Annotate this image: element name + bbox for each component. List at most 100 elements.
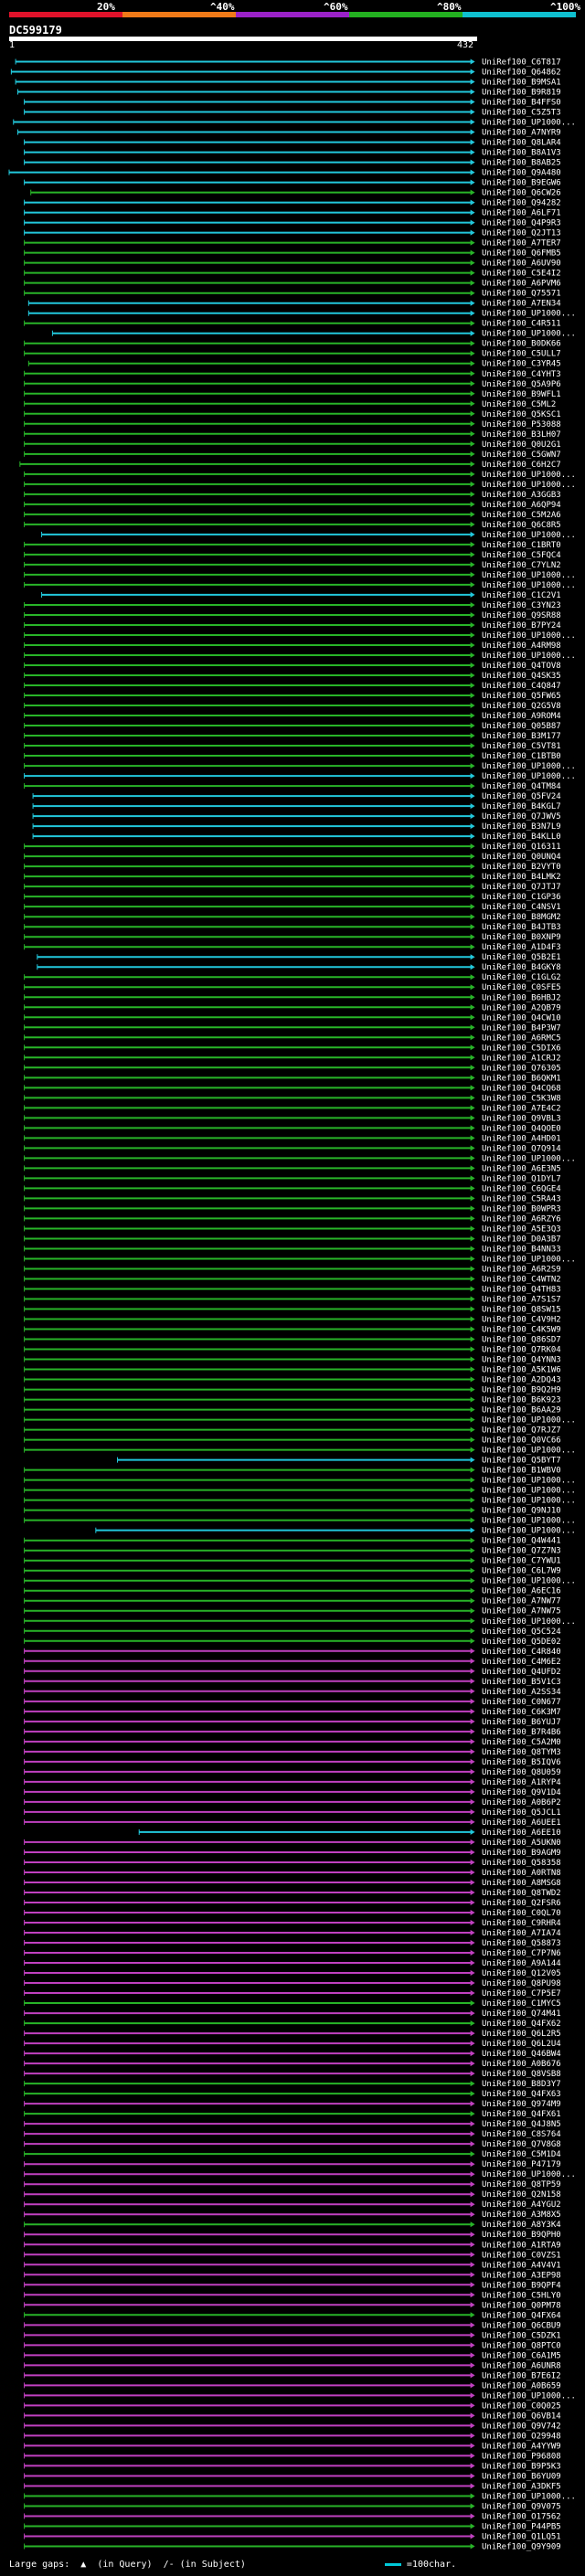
hit-label[interactable]: UniRef100_B7PY24 bbox=[482, 621, 561, 631]
hit-label[interactable]: UniRef100_Q6CBU9 bbox=[482, 2321, 561, 2330]
hit-label[interactable]: UniRef100_A3DKF5 bbox=[482, 2482, 561, 2491]
hit-label[interactable]: UniRef100_UP1000... bbox=[482, 119, 576, 128]
hit-label[interactable]: UniRef100_Q7Q914 bbox=[482, 1144, 561, 1153]
hit-label[interactable]: UniRef100_Q5DE02 bbox=[482, 1638, 561, 1647]
hit-label[interactable]: UniRef100_C4WTN2 bbox=[482, 1275, 561, 1284]
hit-label[interactable]: UniRef100_A5UKN0 bbox=[482, 1839, 561, 1848]
hit-label[interactable]: UniRef100_A6RZY6 bbox=[482, 1214, 561, 1224]
hit-label[interactable]: UniRef100_A7TER7 bbox=[482, 239, 561, 249]
hit-label[interactable]: UniRef100_Q8U059 bbox=[482, 1768, 561, 1777]
hit-label[interactable]: UniRef100_C5DIX6 bbox=[482, 1044, 561, 1053]
hit-label[interactable]: UniRef100_A7NYR9 bbox=[482, 129, 561, 138]
hit-label[interactable]: UniRef100_UP1000... bbox=[482, 531, 576, 540]
hit-label[interactable]: UniRef100_B4LMK2 bbox=[482, 873, 561, 882]
hit-label[interactable]: UniRef100_C6L7W9 bbox=[482, 1567, 561, 1576]
hit-label[interactable]: UniRef100_C0SFE5 bbox=[482, 983, 561, 992]
hit-label[interactable]: UniRef100_Q5B2E1 bbox=[482, 953, 561, 962]
hit-label[interactable]: UniRef100_P47179 bbox=[482, 2160, 561, 2169]
hit-label[interactable]: UniRef100_UP1000... bbox=[482, 2391, 576, 2401]
hit-label[interactable]: UniRef100_B6HBJ2 bbox=[482, 993, 561, 1002]
hit-label[interactable]: UniRef100_Q9Y909 bbox=[482, 2542, 561, 2551]
hit-label[interactable]: UniRef100_Q05B87 bbox=[482, 722, 561, 731]
hit-label[interactable]: UniRef100_B0DK66 bbox=[482, 340, 561, 349]
hit-label[interactable]: UniRef100_A3M8X5 bbox=[482, 2210, 561, 2220]
hit-label[interactable]: UniRef100_A6RMC5 bbox=[482, 1034, 561, 1043]
hit-label[interactable]: UniRef100_Q75571 bbox=[482, 290, 561, 299]
hit-label[interactable]: UniRef100_B6QKM1 bbox=[482, 1074, 561, 1083]
hit-label[interactable]: UniRef100_C0VZS1 bbox=[482, 2251, 561, 2260]
hit-label[interactable]: UniRef100_A9A144 bbox=[482, 1959, 561, 1968]
hit-label[interactable]: UniRef100_C5HLY0 bbox=[482, 2291, 561, 2300]
hit-label[interactable]: UniRef100_Q7JTJ7 bbox=[482, 883, 561, 892]
hit-label[interactable]: UniRef100_A6UNR8 bbox=[482, 2361, 561, 2370]
hit-label[interactable]: UniRef100_UP1000... bbox=[482, 571, 576, 580]
hit-label[interactable]: UniRef100_Q4TH83 bbox=[482, 1285, 561, 1294]
hit-label[interactable]: UniRef100_Q46BW4 bbox=[482, 2050, 561, 2059]
hit-label[interactable]: UniRef100_A6EC16 bbox=[482, 1587, 561, 1596]
hit-label[interactable]: UniRef100_Q2G5V8 bbox=[482, 702, 561, 711]
hit-label[interactable]: UniRef100_D0A3B7 bbox=[482, 1235, 561, 1244]
hit-label[interactable]: UniRef100_B7E6I2 bbox=[482, 2371, 561, 2380]
hit-label[interactable]: UniRef100_A6R2S9 bbox=[482, 1265, 561, 1274]
hit-label[interactable]: UniRef100_C7YLN2 bbox=[482, 561, 561, 570]
hit-label[interactable]: UniRef100_A6QP94 bbox=[482, 501, 561, 510]
hit-label[interactable]: UniRef100_C5VT81 bbox=[482, 742, 561, 751]
hit-label[interactable]: UniRef100_C5A2M0 bbox=[482, 1738, 561, 1747]
hit-label[interactable]: UniRef100_Q9A480 bbox=[482, 169, 561, 178]
hit-label[interactable]: UniRef100_B9QPH0 bbox=[482, 2231, 561, 2240]
hit-label[interactable]: UniRef100_Q5JCL1 bbox=[482, 1808, 561, 1818]
hit-label[interactable]: UniRef100_Q8PTC0 bbox=[482, 2341, 561, 2350]
hit-label[interactable]: UniRef100_A6PVM6 bbox=[482, 280, 561, 289]
hit-label[interactable]: UniRef100_A3GGB3 bbox=[482, 491, 561, 500]
hit-label[interactable]: UniRef100_C7YWU1 bbox=[482, 1557, 561, 1566]
hit-label[interactable]: UniRef100_Q58358 bbox=[482, 1859, 561, 1868]
hit-label[interactable]: UniRef100_A2SS34 bbox=[482, 1688, 561, 1697]
hit-label[interactable]: UniRef100_Q974M9 bbox=[482, 2100, 561, 2109]
hit-label[interactable]: UniRef100_A1RYP4 bbox=[482, 1778, 561, 1787]
hit-label[interactable]: UniRef100_Q7JWV5 bbox=[482, 812, 561, 822]
hit-label[interactable]: UniRef100_C1BTB0 bbox=[482, 752, 561, 761]
hit-label[interactable]: UniRef100_B4JTB3 bbox=[482, 923, 561, 932]
hit-label[interactable]: UniRef100_Q9V075 bbox=[482, 2502, 561, 2511]
hit-label[interactable]: UniRef100_Q5A9P6 bbox=[482, 380, 561, 389]
hit-label[interactable]: UniRef100_B1WBV0 bbox=[482, 1467, 561, 1476]
hit-label[interactable]: UniRef100_A1D4F3 bbox=[482, 943, 561, 952]
hit-label[interactable]: UniRef100_Q5FV24 bbox=[482, 792, 561, 801]
hit-label[interactable]: UniRef100_Q8SW15 bbox=[482, 1306, 561, 1315]
hit-label[interactable]: UniRef100_Q5C524 bbox=[482, 1627, 561, 1637]
hit-label[interactable]: UniRef100_Q4FX63 bbox=[482, 2090, 561, 2099]
hit-label[interactable]: UniRef100_Q7RK04 bbox=[482, 1346, 561, 1355]
hit-label[interactable]: UniRef100_C1GP36 bbox=[482, 893, 561, 902]
hit-label[interactable]: UniRef100_UP1000... bbox=[482, 1517, 576, 1526]
hit-label[interactable]: UniRef100_Q4FX62 bbox=[482, 2019, 561, 2029]
hit-label[interactable]: UniRef100_Q4FX61 bbox=[482, 2110, 561, 2119]
hit-label[interactable]: UniRef100_P44PB5 bbox=[482, 2522, 561, 2531]
hit-label[interactable]: UniRef100_Q4UFD2 bbox=[482, 1668, 561, 1677]
hit-label[interactable]: UniRef100_Q9V1D4 bbox=[482, 1788, 561, 1797]
hit-label[interactable]: UniRef100_A8MSG8 bbox=[482, 1879, 561, 1888]
hit-label[interactable]: UniRef100_B4GKY8 bbox=[482, 963, 561, 972]
hit-label[interactable]: UniRef100_A6EE10 bbox=[482, 1829, 561, 1838]
hit-label[interactable]: UniRef100_C5E4I2 bbox=[482, 270, 561, 279]
hit-label[interactable]: UniRef100_Q1LQ51 bbox=[482, 2532, 561, 2541]
hit-label[interactable]: UniRef100_A4YYW9 bbox=[482, 2442, 561, 2451]
hit-label[interactable]: UniRef100_C8S764 bbox=[482, 2130, 561, 2139]
hit-label[interactable]: UniRef100_Q4TOV8 bbox=[482, 662, 561, 671]
hit-label[interactable]: UniRef100_C9RHR4 bbox=[482, 1919, 561, 1928]
hit-label[interactable]: UniRef100_Q8TWD2 bbox=[482, 1889, 561, 1898]
hit-label[interactable]: UniRef100_Q2FSR6 bbox=[482, 1899, 561, 1908]
hit-label[interactable]: UniRef100_C0Q025 bbox=[482, 2401, 561, 2411]
hit-label[interactable]: UniRef100_C7P5E7 bbox=[482, 1989, 561, 1998]
hit-label[interactable]: UniRef100_Q5BYT7 bbox=[482, 1457, 561, 1466]
hit-label[interactable]: UniRef100_O29948 bbox=[482, 2432, 561, 2441]
hit-label[interactable]: UniRef100_A0RTN8 bbox=[482, 1869, 561, 1878]
hit-label[interactable]: UniRef100_A7S1S7 bbox=[482, 1295, 561, 1304]
hit-label[interactable]: UniRef100_Q74M41 bbox=[482, 2009, 561, 2019]
hit-label[interactable]: UniRef100_B4P3W7 bbox=[482, 1023, 561, 1033]
hit-label[interactable]: UniRef100_B9P5K3 bbox=[482, 2462, 561, 2471]
hit-label[interactable]: UniRef100_B3M177 bbox=[482, 732, 561, 741]
hit-label[interactable]: UniRef100_C1BRT0 bbox=[482, 541, 561, 550]
hit-label[interactable]: UniRef100_UP1000... bbox=[482, 581, 576, 590]
hit-label[interactable]: UniRef100_Q7V8G8 bbox=[482, 2140, 561, 2149]
hit-label[interactable]: UniRef100_Q4CQ68 bbox=[482, 1084, 561, 1093]
